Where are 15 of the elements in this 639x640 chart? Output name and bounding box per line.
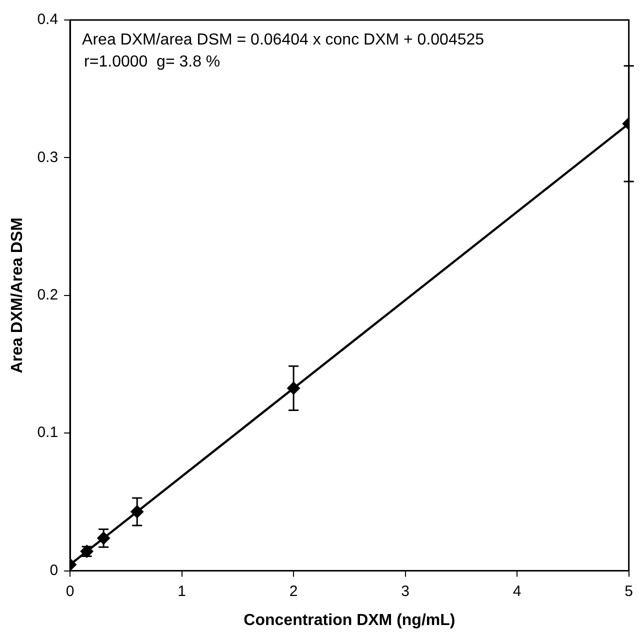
- x-tick-label: 5: [624, 582, 633, 600]
- annotation: r=1.0000 g= 3.8 %: [84, 53, 220, 70]
- x-tick-label: 3: [401, 582, 410, 600]
- y-tick-label: 0.1: [37, 424, 58, 442]
- y-tick-label: 0.2: [37, 286, 58, 304]
- x-axis-title: Concentration DXM (ng/mL): [244, 612, 456, 629]
- y-tick-label: 0.4: [37, 11, 58, 28]
- annotation: Area DXM/area DSM = 0.06404 x conc DXM + 0.004525: [82, 31, 484, 48]
- x-tick-label: 0: [66, 582, 74, 600]
- x-tick-label: 1: [178, 582, 186, 600]
- y-tick-label: 0.3: [37, 148, 58, 166]
- x-tick-label: 2: [289, 582, 298, 600]
- y-axis-title: Area DXM/Area DSM: [9, 218, 26, 374]
- y-tick-label: 0: [50, 562, 58, 579]
- x-tick-label: 4: [512, 582, 522, 600]
